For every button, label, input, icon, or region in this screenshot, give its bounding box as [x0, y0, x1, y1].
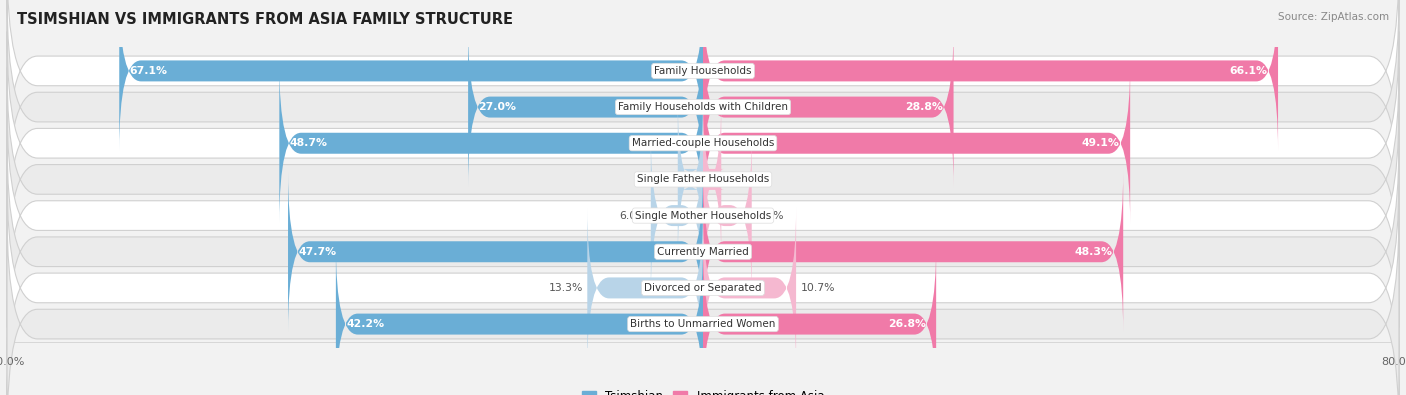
- FancyBboxPatch shape: [468, 27, 703, 187]
- Text: 47.7%: 47.7%: [298, 247, 336, 257]
- FancyBboxPatch shape: [703, 208, 796, 368]
- FancyBboxPatch shape: [7, 0, 1399, 219]
- FancyBboxPatch shape: [120, 0, 703, 151]
- Text: Source: ZipAtlas.com: Source: ZipAtlas.com: [1278, 12, 1389, 22]
- Text: 13.3%: 13.3%: [548, 283, 583, 293]
- FancyBboxPatch shape: [703, 27, 953, 187]
- Text: 6.0%: 6.0%: [619, 211, 647, 220]
- Text: 42.2%: 42.2%: [346, 319, 384, 329]
- Text: Married-couple Households: Married-couple Households: [631, 138, 775, 148]
- Text: 10.7%: 10.7%: [800, 283, 835, 293]
- Text: 48.7%: 48.7%: [290, 138, 328, 148]
- FancyBboxPatch shape: [280, 63, 703, 223]
- Text: 26.8%: 26.8%: [887, 319, 925, 329]
- FancyBboxPatch shape: [588, 208, 703, 368]
- Text: 28.8%: 28.8%: [905, 102, 943, 112]
- FancyBboxPatch shape: [703, 63, 1130, 223]
- Text: Births to Unmarried Women: Births to Unmarried Women: [630, 319, 776, 329]
- Text: 49.1%: 49.1%: [1081, 138, 1119, 148]
- Text: 48.3%: 48.3%: [1074, 247, 1112, 257]
- Text: 67.1%: 67.1%: [129, 66, 167, 76]
- Text: Single Father Households: Single Father Households: [637, 175, 769, 184]
- Text: Family Households with Children: Family Households with Children: [619, 102, 787, 112]
- FancyBboxPatch shape: [7, 0, 1399, 182]
- FancyBboxPatch shape: [7, 32, 1399, 255]
- FancyBboxPatch shape: [7, 176, 1399, 395]
- FancyBboxPatch shape: [7, 104, 1399, 327]
- Text: 2.1%: 2.1%: [725, 175, 754, 184]
- FancyBboxPatch shape: [703, 0, 1278, 151]
- FancyBboxPatch shape: [7, 213, 1399, 395]
- FancyBboxPatch shape: [703, 135, 752, 295]
- FancyBboxPatch shape: [651, 135, 703, 295]
- FancyBboxPatch shape: [700, 100, 724, 260]
- FancyBboxPatch shape: [336, 244, 703, 395]
- FancyBboxPatch shape: [703, 172, 1123, 332]
- Text: 2.9%: 2.9%: [645, 175, 673, 184]
- Text: Currently Married: Currently Married: [657, 247, 749, 257]
- Text: Single Mother Households: Single Mother Households: [636, 211, 770, 220]
- Text: Divorced or Separated: Divorced or Separated: [644, 283, 762, 293]
- Legend: Tsimshian, Immigrants from Asia: Tsimshian, Immigrants from Asia: [576, 385, 830, 395]
- FancyBboxPatch shape: [288, 172, 703, 332]
- FancyBboxPatch shape: [7, 68, 1399, 291]
- FancyBboxPatch shape: [678, 100, 703, 260]
- Text: Family Households: Family Households: [654, 66, 752, 76]
- FancyBboxPatch shape: [703, 244, 936, 395]
- Text: 5.6%: 5.6%: [756, 211, 783, 220]
- Text: 66.1%: 66.1%: [1230, 66, 1268, 76]
- FancyBboxPatch shape: [7, 140, 1399, 363]
- Text: 27.0%: 27.0%: [478, 102, 516, 112]
- Text: TSIMSHIAN VS IMMIGRANTS FROM ASIA FAMILY STRUCTURE: TSIMSHIAN VS IMMIGRANTS FROM ASIA FAMILY…: [17, 12, 513, 27]
